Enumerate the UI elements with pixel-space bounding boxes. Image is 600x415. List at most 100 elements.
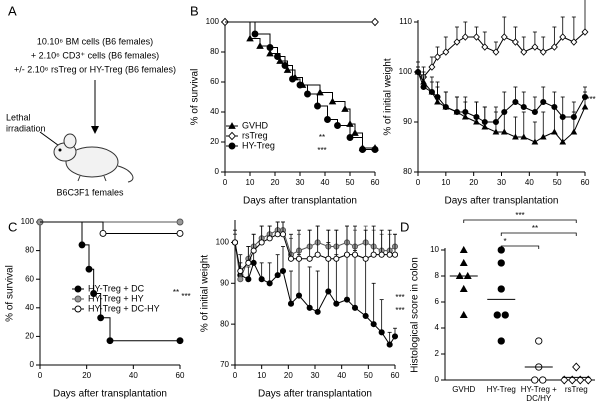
marker <box>497 259 505 267</box>
marker <box>459 245 468 254</box>
marker <box>500 33 508 41</box>
marker <box>572 362 581 372</box>
marker <box>287 255 295 262</box>
significance: *** <box>181 292 190 301</box>
marker <box>531 108 538 116</box>
x-tick-label: 30 <box>296 178 305 187</box>
x-tick-label: HY-Treg <box>486 385 516 394</box>
marker <box>106 337 114 345</box>
y-tick-label: 80 <box>25 246 34 255</box>
legend-label: HY-Treg + DC <box>88 283 145 293</box>
x-tick-label: 50 <box>364 371 373 380</box>
x-tick-label: 60 <box>581 178 590 187</box>
y-tick-label: 0 <box>435 375 440 384</box>
y-tick-label: 80 <box>220 319 229 328</box>
x-tick-label: 0 <box>223 178 228 187</box>
x-tick-label: 60 <box>371 178 380 187</box>
marker <box>568 375 577 385</box>
marker <box>539 48 547 56</box>
marker <box>85 265 93 273</box>
recipient-label: B6C3F1 females <box>56 187 124 197</box>
y-tick-label: 100 <box>399 67 413 76</box>
marker <box>531 138 539 145</box>
marker <box>539 376 547 384</box>
marker <box>316 88 324 96</box>
marker <box>362 255 369 262</box>
marker <box>520 133 528 140</box>
marker <box>306 304 313 311</box>
marker <box>258 276 265 283</box>
irradiation-label: irradiation <box>6 123 46 133</box>
marker <box>459 310 468 319</box>
protocol-line: + 2.10⁶ CD3⁺ cells (B6 females) <box>31 50 159 60</box>
marker <box>245 276 252 283</box>
marker <box>581 28 589 36</box>
x-tick-label-box: HY-Treg + DC/HY <box>521 385 557 403</box>
x-tick-label: 40 <box>321 178 330 187</box>
marker <box>493 311 501 319</box>
legend-label: GVHD <box>242 120 269 130</box>
y-axis-label: % of survival <box>5 265 16 322</box>
marker <box>359 146 366 153</box>
marker <box>414 68 422 76</box>
marker <box>325 255 332 262</box>
y-tick-label: 90 <box>403 117 412 126</box>
y-tick-label: 8 <box>435 271 440 280</box>
y-tick-label: 0 <box>215 167 220 176</box>
marker <box>228 131 236 141</box>
marker <box>386 251 393 258</box>
y-tick-label: 60 <box>25 274 34 283</box>
marker <box>570 128 578 135</box>
marker <box>560 375 569 385</box>
marker <box>391 251 399 258</box>
marker <box>266 280 273 287</box>
marker <box>511 38 519 46</box>
y-axis-label: % of survival <box>190 69 201 126</box>
protocol-line: +/- 2.10⁶ rsTreg or HY-Treg (B6 females) <box>14 64 176 74</box>
marker <box>531 43 539 51</box>
x-tick-label: 60 <box>391 371 400 380</box>
marker <box>473 113 480 121</box>
marker <box>250 259 257 266</box>
significance: *** <box>395 293 404 302</box>
marker <box>481 118 488 126</box>
survival-curve <box>40 221 180 342</box>
x-tick-label: 30 <box>311 371 320 380</box>
marker <box>296 81 304 89</box>
significance: *** <box>395 306 404 315</box>
legend-label: rsTreg <box>242 130 268 140</box>
y-tick-label: 20 <box>25 332 34 341</box>
marker <box>472 33 480 41</box>
marker <box>434 53 441 61</box>
y-tick-label: 60 <box>210 77 219 86</box>
y-axis-label: % of initial weight <box>200 255 211 332</box>
marker <box>520 103 527 111</box>
x-tick-label-box: rsTreg <box>565 385 588 394</box>
marker <box>581 93 589 101</box>
marker <box>351 251 359 258</box>
y-tick-label: 100 <box>21 217 35 226</box>
marker <box>559 138 567 145</box>
marker <box>266 44 274 51</box>
y-tick-label: 110 <box>399 17 412 26</box>
marker <box>276 57 284 64</box>
marker <box>512 133 519 140</box>
marker <box>237 267 244 275</box>
marker <box>281 62 289 69</box>
y-tick-label: 20 <box>210 137 219 146</box>
marker <box>304 90 311 98</box>
marker <box>283 66 292 73</box>
marker <box>453 38 461 46</box>
marker <box>500 128 508 135</box>
marker <box>351 129 359 136</box>
marker <box>584 375 593 385</box>
marker <box>343 296 351 303</box>
x-axis-label: Days after transplantation <box>243 196 357 207</box>
x-tick-label: 20 <box>271 178 280 187</box>
marker <box>325 288 332 295</box>
marker <box>559 113 566 121</box>
protocol-line: 10.10⁶ BM cells (B6 females) <box>37 36 153 46</box>
marker <box>428 63 436 71</box>
marker <box>333 255 340 262</box>
marker <box>258 239 265 246</box>
